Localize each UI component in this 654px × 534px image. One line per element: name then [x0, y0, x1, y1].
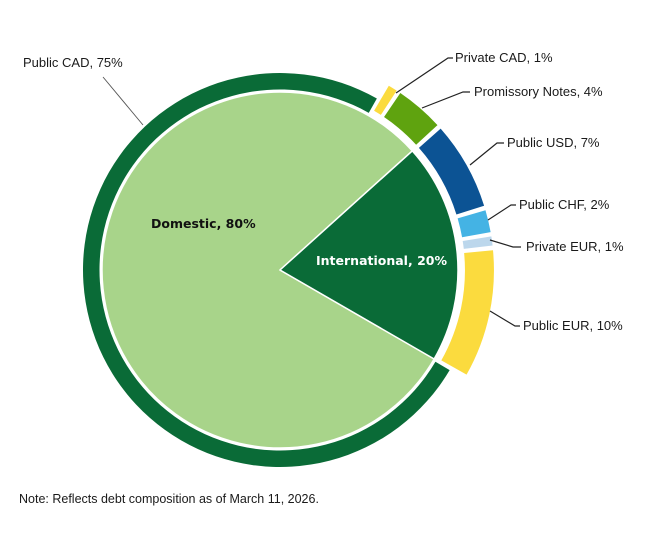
leader-private-cad [395, 57, 453, 94]
label-promissory-notes: Promissory Notes, 4% [474, 84, 603, 99]
label-international: International, 20% [316, 253, 447, 268]
leader-public-cad [102, 76, 144, 126]
leader-promissory [421, 91, 470, 109]
label-private-cad: Private CAD, 1% [455, 50, 553, 65]
label-domestic: Domestic, 80% [151, 216, 256, 231]
outer-ring [82, 73, 494, 468]
leader-public-usd [469, 142, 504, 166]
inner-pie [101, 91, 459, 449]
ring-segment-public-chf [457, 210, 491, 238]
ring-segment-private-cad [374, 85, 397, 115]
ring-segment-public-eur [441, 250, 494, 375]
label-public-cad: Public CAD, 75% [23, 55, 123, 70]
leader-public-chf [487, 204, 516, 221]
label-public-eur: Public EUR, 10% [523, 318, 623, 333]
label-public-chf: Public CHF, 2% [519, 197, 610, 212]
leader-public-eur [489, 310, 520, 327]
ring-segment-public-usd [418, 128, 485, 215]
label-private-eur: Private EUR, 1% [526, 239, 624, 254]
ring-segment-promissory-notes [384, 93, 438, 145]
label-public-usd: Public USD, 7% [507, 135, 600, 150]
slice-domestic [101, 91, 435, 449]
leader-private-eur [489, 239, 521, 248]
slice-international [279, 150, 459, 360]
chart-note: Note: Reflects debt composition as of Ma… [19, 492, 319, 506]
ring-segment-private-eur [462, 236, 493, 249]
